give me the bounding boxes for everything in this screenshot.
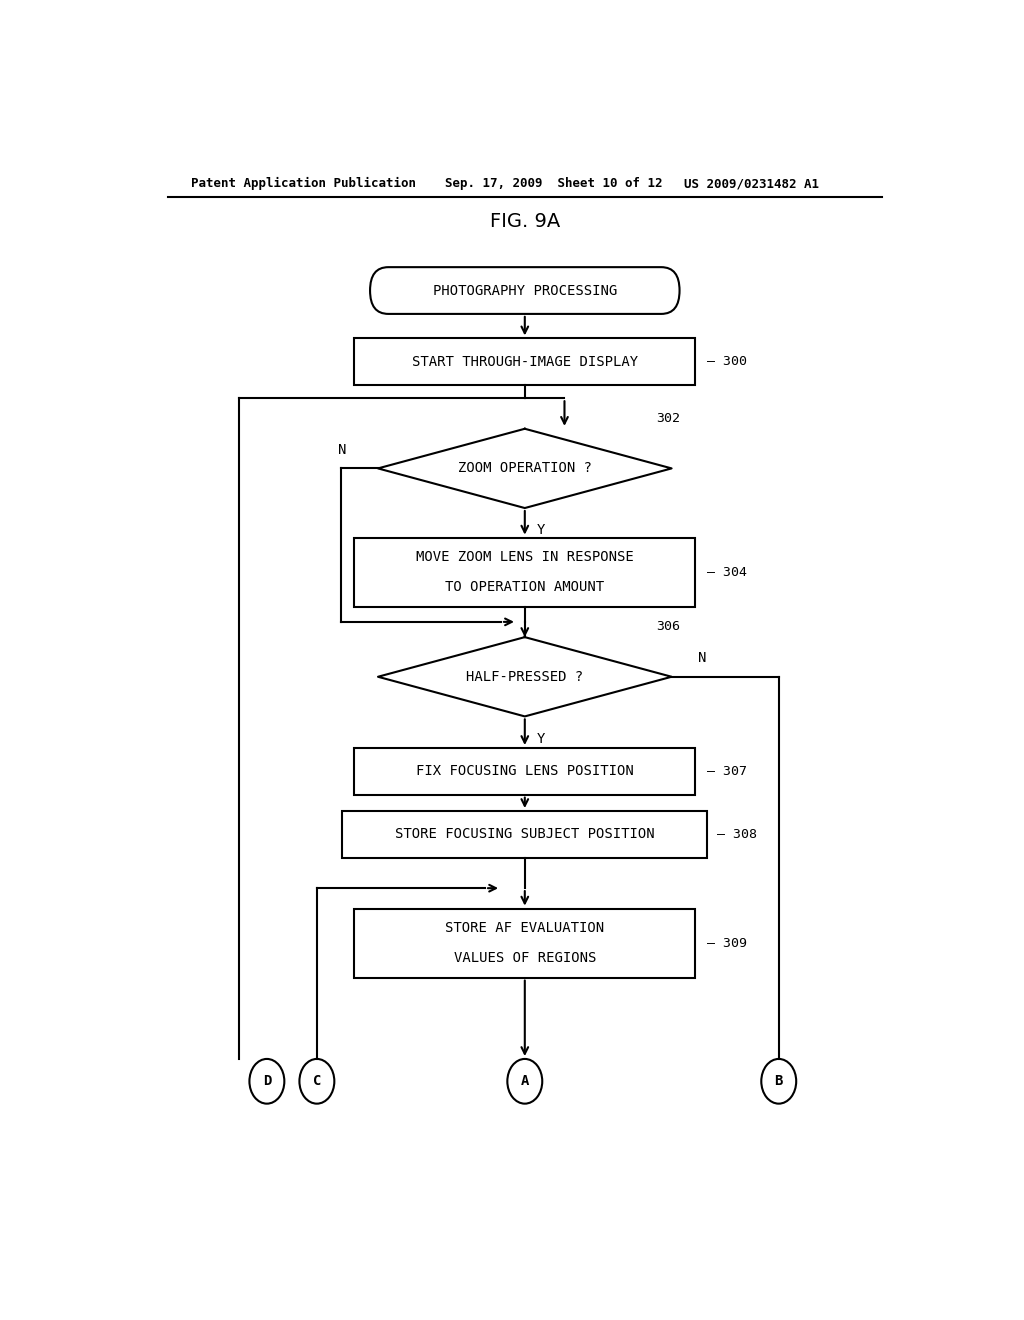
Text: N: N [697,652,706,665]
Text: B: B [774,1074,783,1088]
Text: A: A [520,1074,529,1088]
FancyBboxPatch shape [370,267,680,314]
Text: ZOOM OPERATION ?: ZOOM OPERATION ? [458,462,592,475]
Circle shape [250,1059,285,1104]
Text: 306: 306 [655,620,680,634]
Text: Patent Application Publication: Patent Application Publication [191,177,417,190]
Text: — 304: — 304 [708,565,748,578]
Text: US 2009/0231482 A1: US 2009/0231482 A1 [684,177,818,190]
Text: C: C [312,1074,322,1088]
Circle shape [761,1059,797,1104]
Text: — 309: — 309 [708,937,748,949]
Bar [342,810,708,858]
Text: START THROUGH-IMAGE DISPLAY: START THROUGH-IMAGE DISPLAY [412,355,638,368]
Text: VALUES OF REGIONS: VALUES OF REGIONS [454,952,596,965]
Text: FIX FOCUSING LENS POSITION: FIX FOCUSING LENS POSITION [416,764,634,779]
Text: STORE AF EVALUATION: STORE AF EVALUATION [445,921,604,935]
Text: — 300: — 300 [708,355,748,368]
Bar [354,908,695,978]
Polygon shape [378,429,672,508]
Text: — 307: — 307 [708,764,748,777]
Text: TO OPERATION AMOUNT: TO OPERATION AMOUNT [445,581,604,594]
Circle shape [299,1059,334,1104]
Text: Sep. 17, 2009  Sheet 10 of 12: Sep. 17, 2009 Sheet 10 of 12 [445,177,663,190]
Text: PHOTOGRAPHY PROCESSING: PHOTOGRAPHY PROCESSING [433,284,616,297]
Text: Y: Y [537,524,545,537]
Text: STORE FOCUSING SUBJECT POSITION: STORE FOCUSING SUBJECT POSITION [395,828,654,841]
Text: HALF-PRESSED ?: HALF-PRESSED ? [466,669,584,684]
Bar [354,338,695,385]
Bar [354,748,695,795]
Bar [354,537,695,607]
Polygon shape [378,638,672,717]
Text: MOVE ZOOM LENS IN RESPONSE: MOVE ZOOM LENS IN RESPONSE [416,550,634,564]
Circle shape [507,1059,543,1104]
Text: — 308: — 308 [717,828,757,841]
Text: 302: 302 [655,412,680,425]
Text: Y: Y [537,731,545,746]
Text: FIG. 9A: FIG. 9A [489,213,560,231]
Text: N: N [338,444,346,457]
Text: D: D [263,1074,271,1088]
